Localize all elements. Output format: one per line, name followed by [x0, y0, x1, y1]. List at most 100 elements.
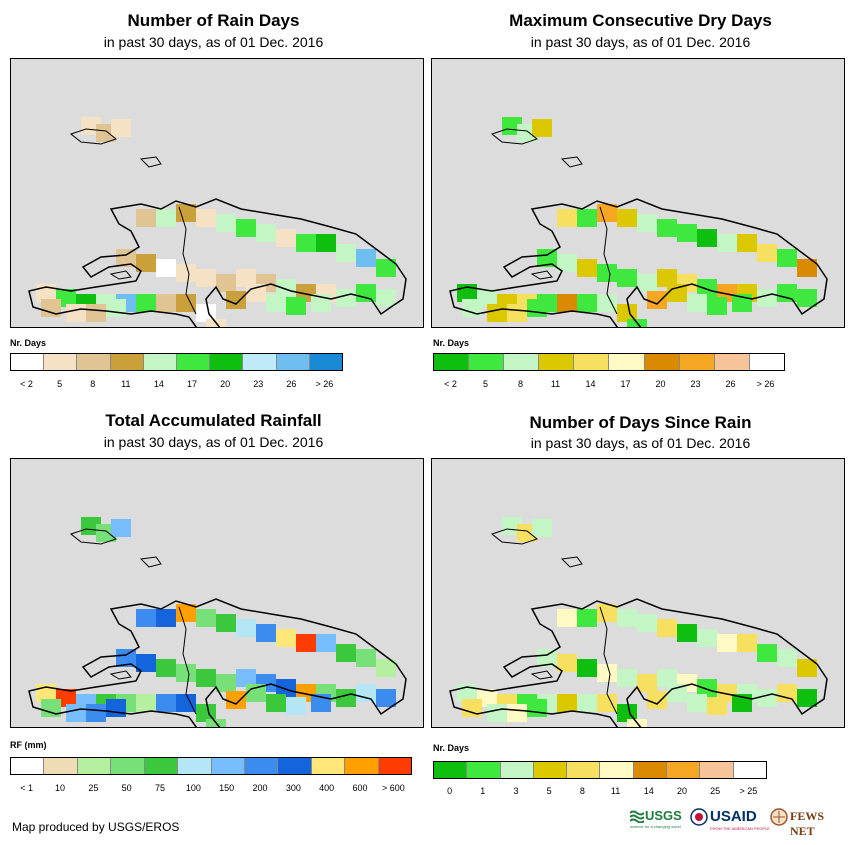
grid-cell — [707, 697, 727, 715]
grid-cell — [116, 249, 136, 267]
grid-cell — [532, 119, 552, 137]
panel-subtitle: in past 30 days, as of 01 Dec. 2016 — [530, 435, 751, 451]
grid-cell — [507, 304, 527, 322]
grid-cell — [286, 697, 306, 715]
grid-cell — [356, 284, 376, 302]
fewsnet-logo: FEWS NET — [770, 806, 845, 838]
island-outline — [530, 670, 553, 680]
legend-label: 300 — [285, 783, 301, 793]
grid-cell — [487, 704, 507, 722]
legend-label: 25 — [710, 786, 721, 796]
legend-swatch — [309, 354, 343, 370]
legend-swatch — [609, 354, 645, 370]
legend-swatch — [714, 354, 750, 370]
grid-cell — [697, 229, 717, 247]
grid-cell — [216, 274, 236, 292]
grid-cell — [597, 604, 617, 622]
legend-label: 100 — [185, 783, 201, 793]
grid-cell — [647, 291, 667, 309]
legend-swatch — [533, 762, 568, 778]
legend-swatch — [679, 354, 715, 370]
usgs-logo: USGS science for a changing world — [630, 808, 682, 829]
legend-label: 8 — [90, 379, 96, 389]
legend-label: 20 — [676, 786, 688, 796]
legend-label: 10 — [54, 783, 66, 793]
usgs-wave-icon — [630, 810, 644, 823]
grid-cell — [597, 664, 617, 682]
legend-swatch — [244, 758, 279, 774]
legend-label: 75 — [154, 783, 166, 793]
grid-cell — [577, 209, 597, 227]
grid-cell — [196, 669, 216, 687]
legend-label: 14 — [153, 379, 164, 389]
grid-cell — [156, 294, 176, 312]
grid-cell — [176, 664, 196, 682]
legend-swatch — [210, 354, 244, 370]
grid-cell — [777, 649, 797, 667]
legend-title: Nr. Days — [433, 743, 470, 753]
legend-swatch — [178, 758, 212, 774]
grid-cell — [687, 694, 707, 712]
legend-swatch — [467, 762, 501, 778]
legend-label: 23 — [690, 379, 701, 389]
legend-label: 11 — [121, 379, 131, 389]
legend-label: 20 — [220, 379, 231, 389]
legend-swatch — [434, 354, 470, 370]
grid-cell — [226, 291, 246, 309]
grid-cell — [487, 304, 507, 322]
legend-swatch — [469, 354, 505, 370]
island-outline — [560, 556, 583, 568]
grid-cell — [797, 289, 817, 307]
grid-cell — [106, 299, 126, 317]
grid-cell — [136, 254, 156, 272]
grid-cell — [757, 644, 777, 662]
grid-cell — [256, 224, 276, 242]
grid-cell — [156, 209, 176, 227]
grid-cell — [757, 244, 777, 262]
map-rain-days — [10, 58, 424, 328]
legend-label: > 26 — [756, 379, 775, 389]
legend-swatch — [243, 354, 277, 370]
grid-cell — [537, 649, 557, 667]
grid-cell — [757, 289, 777, 307]
grid-cell — [176, 204, 196, 222]
grid-cell — [527, 299, 547, 317]
panel-subtitle: in past 30 days, as of 01 Dec. 2016 — [103, 434, 324, 450]
grid-cell — [176, 264, 196, 282]
legend-swatch — [311, 758, 346, 774]
legend-swatch — [211, 758, 245, 774]
legend-swatch — [500, 762, 534, 778]
legend-swatch — [44, 758, 78, 774]
legend-labels: < 2 5 8 11 14 17 20 23 26 > 26 — [10, 379, 343, 391]
grid-cell — [196, 209, 216, 227]
legend-label: 400 — [319, 783, 335, 793]
grid-cell — [777, 284, 797, 302]
grid-cell — [637, 274, 657, 292]
legend-label: < 2 — [444, 379, 457, 389]
legend-label: 8 — [579, 786, 585, 796]
grid-cell — [66, 304, 86, 322]
legend-label: 23 — [253, 379, 264, 389]
island-outline — [109, 270, 132, 280]
grid-cell — [356, 249, 376, 267]
panel-rain-days: Number of Rain Days in past 30 days, as … — [0, 0, 427, 410]
island-outline — [69, 128, 118, 145]
map-canvas — [449, 517, 828, 727]
legend-label: 50 — [121, 783, 132, 793]
grid-cell — [617, 209, 637, 227]
legend-swatch — [504, 354, 540, 370]
legend-swatch — [44, 354, 78, 370]
panel-max-dry-days: Maximum Consecutive Dry Days in past 30 … — [427, 0, 854, 410]
grid-cell — [697, 629, 717, 647]
legend-swatch — [77, 758, 112, 774]
legend-swatch — [633, 762, 668, 778]
grid-cell — [276, 629, 296, 647]
legend-label: 5 — [482, 379, 489, 389]
hispaniola-outline — [28, 598, 407, 727]
legend-swatch — [144, 758, 179, 774]
legend-label: 11 — [550, 379, 561, 389]
legend-labels: < 1 10 25 50 75 100 150 200 300 400 600 > 600 — [10, 783, 412, 795]
legend-label: 17 — [620, 379, 631, 389]
island-outline — [139, 556, 162, 568]
legend-labels: < 2 5 8 11 14 17 20 23 26 > 26 — [433, 379, 785, 391]
